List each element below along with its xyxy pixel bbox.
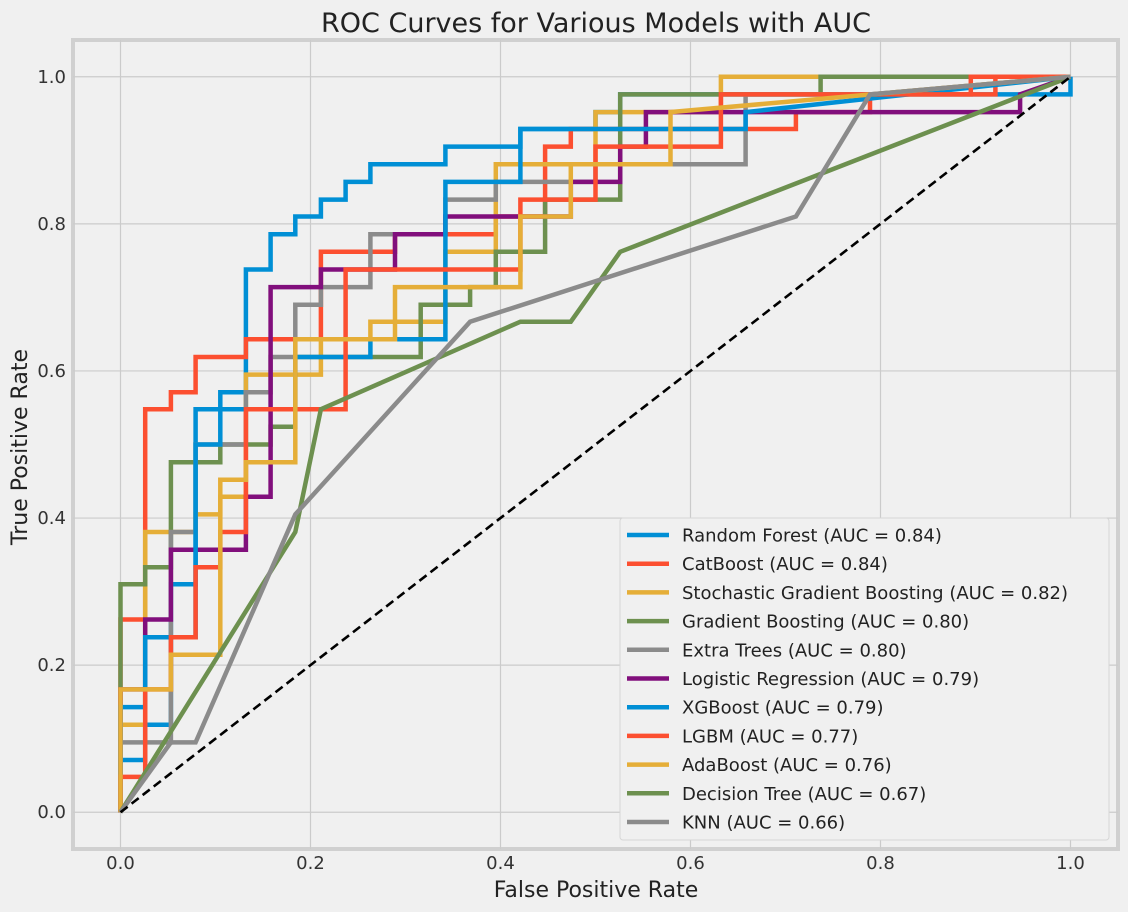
- x-axis-label: False Positive Rate: [494, 878, 698, 903]
- chart-title: ROC Curves for Various Models with AUC: [321, 8, 871, 39]
- legend-entry-label: AdaBoost (AUC = 0.76): [682, 755, 892, 776]
- legend-entry-label: Decision Tree (AUC = 0.67): [682, 784, 926, 805]
- legend-entry-label: Stochastic Gradient Boosting (AUC = 0.82…: [682, 583, 1068, 604]
- y-tick-label: 0.0: [37, 802, 66, 823]
- y-tick-label: 0.8: [37, 214, 66, 235]
- legend-box: [619, 517, 1110, 841]
- y-tick-labels: 0.0 0.2 0.4 0.6 0.8 1.0: [37, 67, 66, 823]
- legend-entry-label: KNN (AUC = 0.66): [682, 813, 845, 834]
- legend: Random Forest (AUC = 0.84) CatBoost (AUC …: [619, 517, 1110, 841]
- reference-line-group: [119, 75, 1072, 814]
- y-tick-label: 1.0: [37, 67, 66, 88]
- y-tick-label: 0.4: [37, 508, 66, 529]
- x-tick-label: 0.6: [676, 853, 705, 874]
- legend-entry-label: Random Forest (AUC = 0.84): [682, 526, 942, 547]
- roc-line-series-9: [118, 74, 1071, 813]
- y-tick-label: 0.2: [37, 655, 66, 676]
- legend-entry-label: CatBoost (AUC = 0.84): [682, 554, 888, 575]
- legend-entry-label: LGBM (AUC = 0.77): [682, 726, 858, 747]
- x-tick-label: 0.4: [486, 853, 515, 874]
- legend-entry-label: Gradient Boosting (AUC = 0.80): [682, 612, 969, 633]
- x-tick-labels: 0.0 0.2 0.4 0.6 0.8 1.0: [106, 853, 1085, 874]
- y-axis-label: True Positive Rate: [8, 349, 33, 546]
- x-tick-label: 0.8: [866, 853, 895, 874]
- roc-series-group: [118, 74, 1073, 814]
- x-tick-label: 0.2: [296, 853, 325, 874]
- x-tick-label: 0.0: [106, 853, 135, 874]
- legend-entry-label: XGBoost (AUC = 0.79): [682, 698, 884, 719]
- x-tick-label: 1.0: [1056, 853, 1085, 874]
- legend-entry-label: Extra Trees (AUC = 0.80): [682, 640, 907, 661]
- roc-line-series-11: [118, 74, 1071, 814]
- y-tick-label: 0.6: [37, 361, 66, 382]
- roc-line-series-10: [118, 74, 1072, 814]
- diagonal-reference-line: [119, 75, 1072, 814]
- legend-entry-label: Logistic Regression (AUC = 0.79): [682, 669, 979, 690]
